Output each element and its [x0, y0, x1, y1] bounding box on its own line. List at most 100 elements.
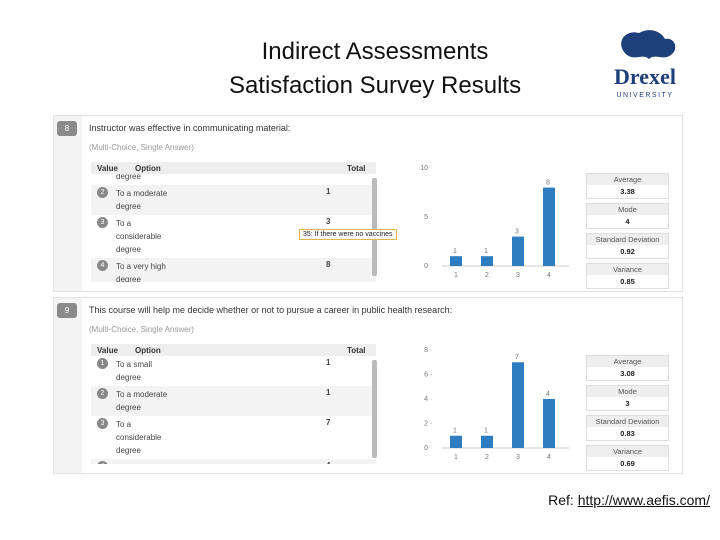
stat-value: 3.08: [620, 369, 635, 378]
table-row: 2 To a moderate degree 1: [91, 386, 376, 416]
stat-label: Mode: [587, 204, 668, 215]
logo: Drexel UNIVERSITY: [614, 30, 676, 99]
y-tick-label: 8: [424, 347, 428, 354]
title-line: Satisfaction Survey Results: [228, 72, 522, 99]
row-total: 7: [326, 418, 331, 427]
stat-value: 0.83: [620, 429, 635, 438]
stat-label: Mode: [587, 386, 668, 397]
x-tick-label: 2: [485, 272, 489, 279]
bar-chart: 0 5 10 1 1 1 2 3 3 8 4: [420, 165, 569, 279]
question-number: 9: [57, 303, 77, 318]
table-row: 4 To a very high degree 8: [91, 258, 376, 282]
table-row: 2 To a moderate degree 1: [91, 185, 376, 215]
x-tick-label: 2: [485, 454, 489, 461]
data-label: 1: [484, 428, 488, 435]
stat-label: Average: [587, 174, 668, 185]
bar: [450, 256, 462, 266]
table-header: Value Option Total: [91, 162, 376, 174]
bar: [481, 435, 493, 448]
bar: [512, 362, 524, 448]
bar: [543, 187, 555, 266]
table-row: degree: [91, 174, 376, 185]
reference: Ref: http://www.aefis.com/: [548, 492, 710, 508]
survey-panel: 9 This course will help me decide whether…: [53, 297, 683, 474]
row-total: 1: [326, 187, 331, 196]
row-option: To a small degree: [116, 360, 153, 382]
x-tick-label: 1: [454, 272, 458, 279]
table-body: degree 2 To a moderate degree 1 3 To a consid…: [91, 174, 376, 282]
row-option: To a very high: [116, 461, 168, 464]
stat-value: 0.92: [620, 247, 635, 256]
answer-type: (Multi-Choice, Single Answer): [89, 143, 194, 152]
reference-link[interactable]: http://www.aefis.com/: [577, 492, 710, 508]
y-tick-label: 5: [424, 214, 428, 221]
title-line: Indirect Assessments: [261, 38, 489, 65]
x-tick-label: 3: [516, 454, 520, 461]
y-tick-label: 0: [424, 445, 428, 452]
row-total: 3: [326, 217, 331, 226]
x-tick-label: 1: [454, 454, 458, 461]
question: This course will help me decide whether …: [89, 305, 453, 315]
survey-panel: 8 Instructor was effective in communicati…: [53, 115, 683, 292]
row-value: 4: [97, 461, 108, 464]
y-tick-label: 6: [424, 371, 428, 378]
logo-name: Drexel: [614, 64, 676, 89]
row-option: To a considerable degree: [116, 219, 162, 254]
reference-label: Ref:: [548, 492, 574, 508]
column-header: Option: [135, 346, 161, 355]
stat-box: Variance 0.69: [586, 445, 669, 471]
column-header: Value: [97, 346, 118, 355]
stat-label: Variance: [587, 446, 668, 457]
row-total: 1: [326, 388, 331, 397]
row-value: 2: [97, 388, 108, 399]
table-row: 3 To a considerable degree 7: [91, 416, 376, 459]
panel-strip: [54, 116, 82, 291]
row-option: To a moderate degree: [116, 390, 168, 412]
stat-box: Mode 4: [586, 203, 669, 229]
y-tick-label: 4: [424, 396, 428, 403]
row-option: To a very high degree: [116, 262, 166, 282]
bar: [512, 236, 524, 266]
question: Instructor was effective in communicatin…: [89, 123, 291, 133]
answer-type: (Multi-Choice, Single Answer): [89, 325, 194, 334]
stat-box: Standard Deviation 0.83: [586, 415, 669, 441]
data-label: 1: [453, 248, 457, 255]
stat-box: Variance 0.85: [586, 263, 669, 289]
bar-chart: 0 2 4 6 8 1 1 1 2 7 3 4 4: [424, 347, 569, 461]
row-value: 2: [97, 187, 108, 198]
row-value: 1: [97, 358, 108, 369]
table-row: 3 To a considerable degree 3: [91, 215, 376, 258]
stat-value: 3.38: [620, 187, 635, 196]
stat-label: Standard Deviation: [587, 234, 668, 245]
stat-value: 0.69: [620, 459, 635, 468]
x-tick-label: 4: [547, 454, 551, 461]
table-header: Value Option Total: [91, 344, 376, 356]
table-body: 1 To a small degree 1 2 To a moderate degree…: [91, 356, 376, 464]
data-label: 7: [515, 354, 519, 361]
row-option: To a moderate degree: [116, 189, 168, 211]
column-header: Total: [347, 346, 366, 355]
row-value-spacer: [97, 174, 108, 181]
stat-value: 0.85: [620, 277, 635, 286]
stat-value: 3: [625, 399, 630, 408]
table-row: 4 To a very high 4: [91, 459, 376, 464]
x-tick-label: 4: [547, 272, 551, 279]
data-label: 3: [515, 228, 519, 235]
data-label: 1: [453, 428, 457, 435]
column-header: Value: [97, 164, 118, 173]
logo-dragon: [621, 30, 676, 59]
logo-subtitle: UNIVERSITY: [616, 92, 673, 99]
row-value: 4: [97, 260, 108, 271]
y-tick-label: 0: [424, 263, 428, 270]
stat-label: Variance: [587, 264, 668, 275]
x-tick-label: 3: [516, 272, 520, 279]
stat-value: 4: [625, 217, 630, 226]
scrollbar: [372, 360, 377, 458]
column-header: Option: [135, 164, 161, 173]
panel-strip: [54, 298, 82, 473]
row-total: 4: [326, 461, 376, 464]
stat-box: Mode 3: [586, 385, 669, 411]
table-row: 1 To a small degree 1: [91, 356, 376, 386]
bar: [450, 435, 462, 448]
